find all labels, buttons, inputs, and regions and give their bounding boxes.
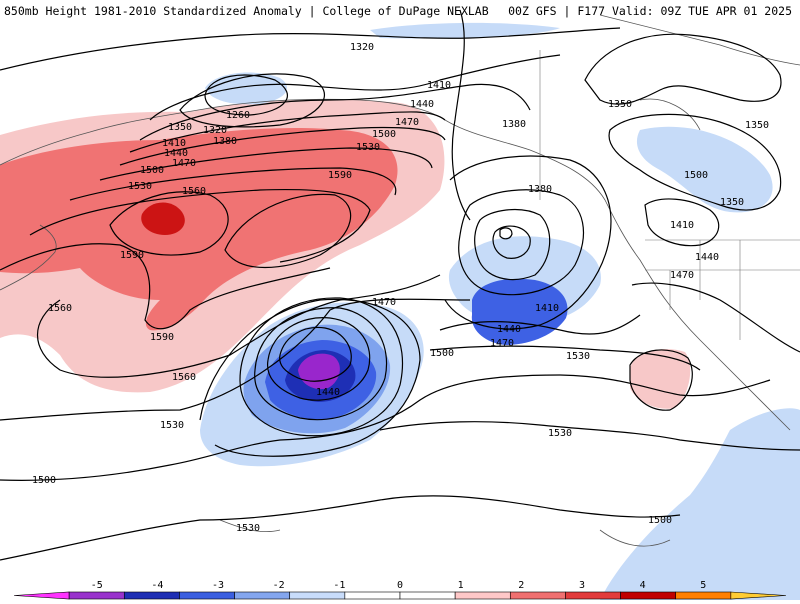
- contour-label: 1410: [535, 303, 559, 314]
- contour-label: 1470: [172, 158, 196, 169]
- contour-label: 1560: [172, 372, 196, 383]
- colorbar-tick-label: -1: [333, 580, 345, 591]
- contour-label: 1590: [150, 332, 174, 343]
- positive-anomaly-2: [0, 128, 398, 331]
- colorbar-tick-label: -2: [273, 580, 285, 591]
- colorbar-tick-label: -4: [151, 580, 163, 591]
- contour-label: 1380: [528, 184, 552, 195]
- contour-label: 1500: [140, 165, 164, 176]
- contour-label: 1500: [372, 129, 396, 140]
- header-left-title: 850mb Height 1981-2010 Standardized Anom…: [4, 4, 489, 18]
- contour-label: 1350: [720, 197, 744, 208]
- colorbar-segment: [344, 591, 401, 600]
- colorbar-tick-label: 5: [700, 580, 706, 591]
- colorbar-tick-label: 0: [397, 580, 403, 591]
- colorbar-segment: [179, 591, 235, 600]
- contour-label: 1470: [490, 338, 514, 349]
- colorbar-ticks: -5 -4 -3 -2 -1 0 1 2 3 4 5: [91, 580, 707, 591]
- colorbar-segment: [234, 591, 291, 600]
- coastlines: [0, 14, 800, 547]
- colorbar-segment: [289, 591, 346, 600]
- contour-labels: 1320 1260 1410 1440 1470 1350 1320 1410 …: [32, 42, 769, 534]
- contour-label: 1410: [427, 80, 451, 91]
- contour-label: 1440: [316, 387, 340, 398]
- colorbar-tick-label: -5: [91, 580, 103, 591]
- contour-label: 1500: [32, 475, 56, 486]
- contour-label: 1500: [684, 170, 708, 181]
- negative-anomaly-canada: [636, 126, 773, 213]
- contour-label: 1440: [164, 148, 188, 159]
- contour-label: 1590: [120, 250, 144, 261]
- contour-label: 1380: [502, 119, 526, 130]
- contour-label: 1530: [160, 420, 184, 431]
- contour-label: 1530: [566, 351, 590, 362]
- contour-label: 1350: [745, 120, 769, 131]
- colorbar-segment: [565, 591, 621, 600]
- colorbar-segment: [399, 591, 456, 600]
- contour-label: 1350: [168, 122, 192, 133]
- negative-anomaly-north: [205, 72, 288, 105]
- colorbar-segment: [509, 591, 566, 600]
- negative-anomaly-se: [600, 408, 800, 600]
- contour-label: 1440: [695, 252, 719, 263]
- colorbar-segments: [13, 591, 787, 600]
- colorbar-tick-label: 3: [579, 580, 585, 591]
- contour-label: 1320: [203, 125, 227, 136]
- contour-label: 1590: [328, 170, 352, 181]
- contour-label: 1530: [548, 428, 572, 439]
- contour-label: 1320: [350, 42, 374, 53]
- colorbar-segment: [123, 591, 180, 600]
- colorbar-segment: [68, 591, 125, 600]
- colorbar-tick-label: 2: [518, 580, 524, 591]
- contour-label: 1440: [497, 324, 521, 335]
- colorbar-tick-label: -3: [212, 580, 224, 591]
- height-contours: [0, 9, 800, 561]
- colorbar-segment: [730, 591, 787, 600]
- contour-label: 1500: [648, 515, 672, 526]
- contour-label: 1260: [226, 110, 250, 121]
- political-borders: [539, 50, 800, 340]
- anomaly-shading: [0, 22, 800, 600]
- contour-label: 1530: [236, 523, 260, 534]
- positive-anomaly-3: [141, 202, 185, 235]
- contour-label: 1470: [670, 270, 694, 281]
- contour-label: 1500: [430, 348, 454, 359]
- colorbar: -5 -4 -3 -2 -1 0 1 2 3 4 5: [13, 580, 787, 600]
- contour-label: 1530: [356, 142, 380, 153]
- contour-label: 1350: [608, 99, 632, 110]
- contour-label: 1560: [182, 186, 206, 197]
- contour-label: 1530: [128, 181, 152, 192]
- colorbar-segment: [675, 591, 732, 600]
- contour-label: 1560: [48, 303, 72, 314]
- contour-label: 1440: [410, 99, 434, 110]
- colorbar-segment: [620, 591, 677, 600]
- colorbar-segment: [454, 591, 511, 600]
- contour-label: 1470: [395, 117, 419, 128]
- colorbar-tick-label: 4: [640, 580, 646, 591]
- colorbar-tick-label: 1: [458, 580, 464, 591]
- contour-label: 1380: [213, 136, 237, 147]
- contour-label: 1410: [670, 220, 694, 231]
- negative-anomaly-top: [370, 22, 560, 39]
- contour-label: 1410: [162, 138, 186, 149]
- header-right-title: 00Z GFS | F177 Valid: 09Z TUE APR 01 202…: [508, 4, 792, 18]
- contour-label: 1470: [372, 297, 396, 308]
